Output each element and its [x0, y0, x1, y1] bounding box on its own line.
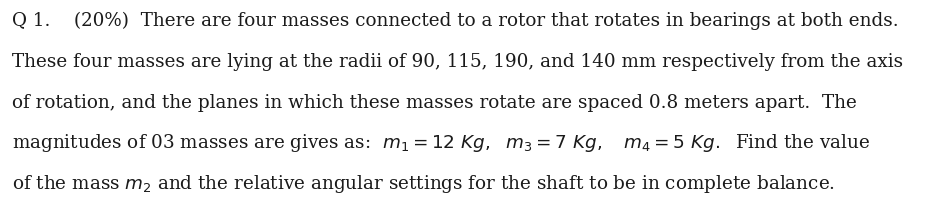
Text: These four masses are lying at the radii of 90, 115, 190, and 140 mm respectivel: These four masses are lying at the radii… [12, 53, 903, 71]
Text: of the mass $m_2$ and the relative angular settings for the shaft to be in compl: of the mass $m_2$ and the relative angul… [12, 172, 835, 194]
Text: magnitudes of 03 masses are gives as:  $m_1 = 12\ Kg,\ \ m_3 = 7\ Kg,\ \ \ m_4 =: magnitudes of 03 masses are gives as: $m… [12, 132, 870, 154]
Text: of rotation, and the planes in which these masses rotate are spaced 0.8 meters a: of rotation, and the planes in which the… [12, 93, 857, 111]
Text: Q 1.    (20%)  There are four masses connected to a rotor that rotates in bearin: Q 1. (20%) There are four masses connect… [12, 12, 899, 30]
